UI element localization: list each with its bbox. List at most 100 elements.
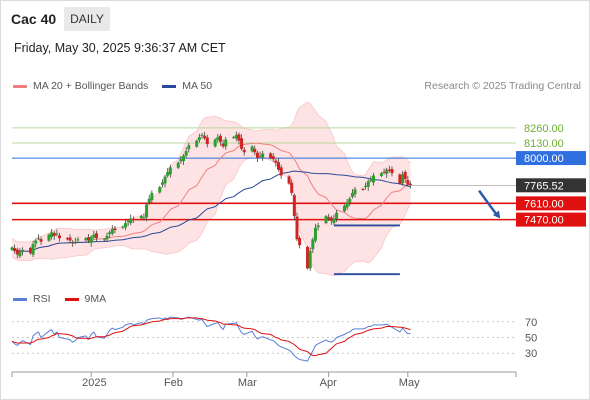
candle bbox=[150, 190, 154, 204]
candle-body bbox=[372, 175, 376, 183]
timeframe-button[interactable]: DAILY bbox=[64, 7, 110, 31]
candle-body bbox=[342, 205, 346, 212]
candle bbox=[50, 229, 54, 240]
candle-body bbox=[10, 247, 14, 250]
ma50-legend-label: MA 50 bbox=[182, 80, 213, 92]
candle-body bbox=[234, 134, 238, 139]
candle bbox=[121, 225, 125, 229]
candle bbox=[94, 230, 98, 242]
candle-body bbox=[65, 238, 69, 240]
resistance-level-badge: 8130.00 bbox=[524, 138, 564, 150]
candle bbox=[308, 247, 312, 271]
candle-body bbox=[160, 182, 164, 185]
candle-body bbox=[213, 139, 217, 147]
candle-body bbox=[158, 187, 162, 193]
candle bbox=[73, 237, 77, 245]
candle bbox=[147, 194, 151, 205]
candle bbox=[382, 168, 386, 175]
candle-body bbox=[401, 174, 405, 184]
candle bbox=[348, 196, 352, 207]
candle-body bbox=[311, 239, 315, 250]
candle-body bbox=[269, 153, 273, 159]
rsi-tick-label: 30 bbox=[525, 348, 537, 360]
rsi-line bbox=[11, 316, 411, 362]
candle bbox=[277, 158, 281, 172]
candle bbox=[203, 131, 207, 141]
candle-body bbox=[271, 156, 275, 160]
candle-body bbox=[324, 216, 328, 224]
candle-body bbox=[332, 218, 336, 224]
candle-body bbox=[406, 179, 410, 185]
candle bbox=[92, 230, 96, 240]
candle-body bbox=[195, 140, 199, 147]
candle bbox=[197, 133, 201, 143]
candle bbox=[406, 175, 410, 187]
candle-body bbox=[292, 195, 296, 217]
candle bbox=[379, 172, 383, 178]
forecast-arrow-head bbox=[492, 210, 501, 219]
candle-body bbox=[335, 212, 339, 219]
candle-body bbox=[258, 155, 262, 157]
candle bbox=[398, 173, 402, 185]
candle-body bbox=[76, 239, 80, 241]
candle-body bbox=[250, 146, 254, 152]
candle-body bbox=[168, 167, 172, 175]
candle bbox=[401, 171, 405, 186]
candle-body bbox=[34, 240, 38, 244]
x-tick-label: Apr bbox=[320, 377, 337, 389]
level-label: 8000.00 bbox=[524, 153, 564, 165]
candle bbox=[240, 134, 244, 151]
candle bbox=[290, 179, 294, 196]
last-price-bg bbox=[516, 178, 586, 193]
candle bbox=[145, 202, 149, 222]
candle bbox=[126, 218, 130, 227]
candle bbox=[364, 182, 368, 190]
candle bbox=[385, 167, 389, 178]
candle bbox=[274, 158, 278, 167]
candle bbox=[224, 136, 228, 150]
candle-body bbox=[361, 188, 365, 190]
candle bbox=[324, 214, 328, 225]
x-tick-label: May bbox=[399, 377, 420, 389]
candle-body bbox=[92, 234, 96, 238]
candle bbox=[237, 132, 241, 145]
pivot-badge-bg bbox=[516, 151, 586, 166]
candle bbox=[232, 136, 236, 139]
candle bbox=[102, 238, 106, 242]
candle-body bbox=[313, 227, 317, 241]
candle-body bbox=[142, 217, 146, 219]
candle-body bbox=[105, 235, 109, 240]
level-label: 7610.00 bbox=[524, 198, 564, 210]
candle bbox=[255, 150, 259, 163]
forecast-arrow-shaft bbox=[478, 189, 499, 217]
candle bbox=[39, 236, 43, 245]
candle-body bbox=[73, 241, 77, 243]
candle bbox=[279, 164, 283, 179]
candle bbox=[57, 232, 61, 242]
candle-body bbox=[113, 228, 117, 231]
candle bbox=[160, 179, 164, 188]
support-level-badge: 7610.00 bbox=[516, 196, 586, 211]
candle-body bbox=[218, 135, 222, 142]
rsi-tick-label: 50 bbox=[525, 333, 537, 345]
candle bbox=[387, 165, 391, 173]
candle-body bbox=[348, 198, 352, 203]
candle bbox=[408, 181, 412, 189]
candle-body bbox=[221, 143, 225, 147]
candle-body bbox=[387, 169, 391, 171]
candle bbox=[271, 152, 275, 162]
candle bbox=[163, 174, 167, 188]
candle bbox=[131, 216, 135, 223]
candle bbox=[313, 223, 317, 243]
candle-body bbox=[382, 171, 386, 173]
candle bbox=[258, 151, 262, 159]
candle-body bbox=[163, 176, 167, 184]
candle bbox=[31, 240, 35, 258]
candle bbox=[34, 238, 38, 248]
candle-body bbox=[182, 155, 186, 162]
support-badge-bg bbox=[516, 196, 586, 211]
candle bbox=[182, 153, 186, 166]
candle bbox=[176, 161, 180, 169]
candle bbox=[361, 187, 365, 191]
